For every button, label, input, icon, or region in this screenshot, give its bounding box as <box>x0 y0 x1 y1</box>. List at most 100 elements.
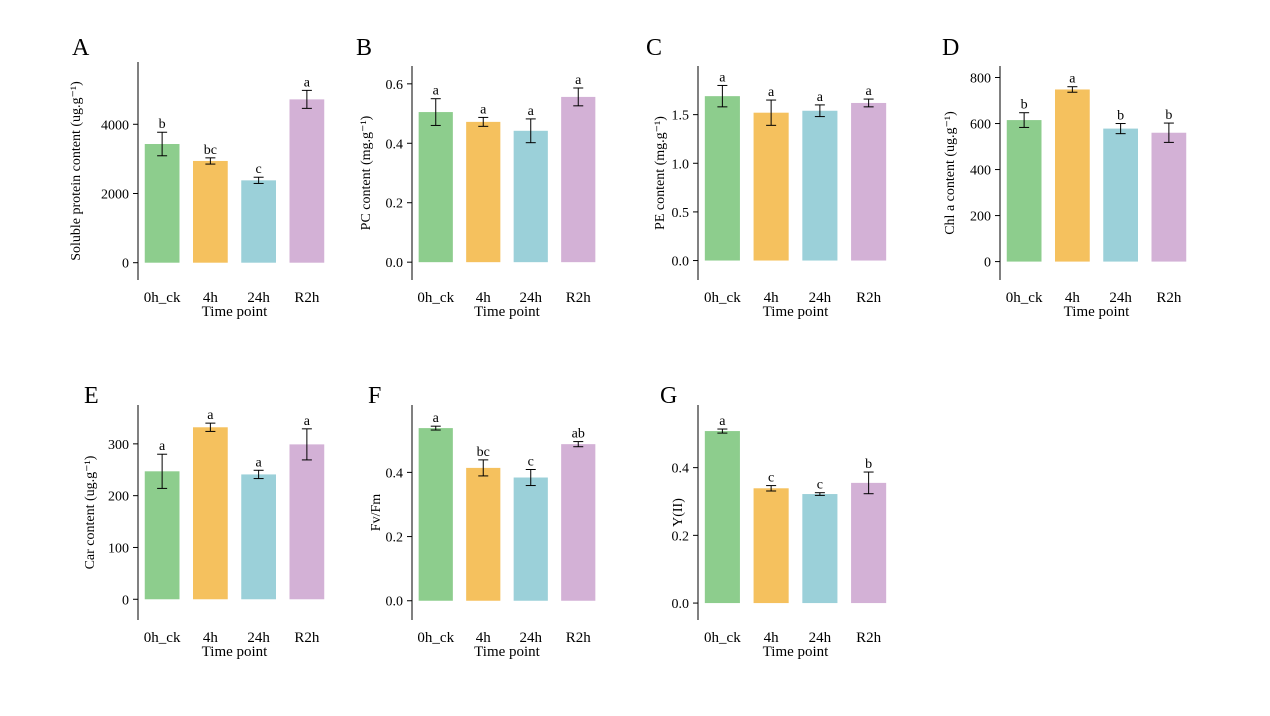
x-axis-title: Time point <box>202 644 269 660</box>
x-tick-label: 4h <box>476 290 492 306</box>
x-tick-label: 4h <box>764 290 780 306</box>
y-axis-title: Soluble protein content (ug.g⁻¹) <box>69 81 84 261</box>
significance-letter: a <box>719 70 726 85</box>
bar-4h <box>753 488 789 604</box>
x-tick-label: 0h_ck <box>144 630 181 646</box>
bar-4h <box>466 121 501 263</box>
bar-r2h <box>1151 132 1187 262</box>
panel-label: B <box>356 35 372 61</box>
significance-letter: c <box>768 471 774 486</box>
significance-letter: a <box>480 102 487 117</box>
y-tick-label: 1.0 <box>672 157 690 172</box>
bar-0h-ck <box>704 431 740 604</box>
x-tick-label: 24h <box>809 290 832 306</box>
y-tick-label: 0.2 <box>672 529 690 544</box>
significance-letter: a <box>433 84 440 99</box>
significance-letter: a <box>1069 72 1076 87</box>
y-tick-label: 100 <box>108 541 129 556</box>
bar-0h-ck <box>144 471 180 600</box>
significance-letter: a <box>817 90 824 105</box>
x-axis-title: Time point <box>202 304 269 320</box>
x-tick-label: 0h_ck <box>417 630 454 646</box>
significance-letter: b <box>159 117 166 132</box>
x-tick-label: 24h <box>809 630 832 646</box>
y-tick-label: 0.5 <box>672 206 690 221</box>
x-tick-label: 4h <box>764 630 780 646</box>
x-tick-label: 4h <box>203 290 219 306</box>
y-tick-label: 1.5 <box>672 109 690 124</box>
significance-letter: bc <box>204 143 217 158</box>
significance-letter: a <box>207 408 214 423</box>
x-tick-label: 24h <box>247 630 270 646</box>
bar-24h <box>802 110 838 261</box>
panel-label: G <box>660 383 677 409</box>
bar-24h <box>241 180 276 263</box>
x-tick-label: 0h_ck <box>704 290 741 306</box>
bar-24h <box>513 130 548 263</box>
x-tick-label: 24h <box>247 290 270 306</box>
significance-letter: a <box>256 455 263 470</box>
x-axis-title: Time point <box>763 304 830 320</box>
significance-letter: c <box>256 162 262 177</box>
panel-label: F <box>368 383 381 409</box>
bar-4h <box>466 467 501 601</box>
panel-label: D <box>942 35 959 61</box>
chart-panel-a: A 0 2000 4000 Soluble protein content (ug.g⁻… <box>69 35 325 320</box>
y-tick-label: 0.4 <box>386 137 404 152</box>
x-tick-label: R2h <box>566 630 592 646</box>
x-tick-label: R2h <box>566 290 592 306</box>
bar-24h <box>1103 128 1138 262</box>
y-tick-label: 200 <box>970 210 991 225</box>
y-tick-label: 0.2 <box>386 197 404 212</box>
bar-24h <box>802 494 838 604</box>
x-tick-label: R2h <box>856 630 882 646</box>
x-axis-title: Time point <box>474 304 541 320</box>
x-axis-title: Time point <box>1064 304 1131 320</box>
chart-panel-b: B 0.0 0.2 0.4 0.6 PC content (mg.g⁻¹) a 0h_ck a 4… <box>356 35 596 320</box>
significance-letter: a <box>433 411 440 426</box>
significance-letter: a <box>304 414 311 429</box>
chart-panel-g: G 0.0 0.2 0.4 Y(II) a 0h_ck c 4h c 24h b R2h Time poi… <box>660 383 887 660</box>
bar-r2h <box>561 96 596 263</box>
x-tick-label: 0h_ck <box>704 630 741 646</box>
y-tick-label: 0.0 <box>672 255 690 270</box>
x-tick-label: 24h <box>520 630 543 646</box>
x-tick-label: R2h <box>294 290 320 306</box>
x-tick-label: 4h <box>1065 290 1081 306</box>
y-tick-label: 0.0 <box>386 256 404 271</box>
significance-letter: a <box>159 439 166 454</box>
significance-letter: bc <box>477 445 490 460</box>
y-tick-label: 0 <box>122 257 129 272</box>
y-tick-label: 0.2 <box>386 531 404 546</box>
y-tick-label: 200 <box>108 490 129 505</box>
y-tick-label: 0.0 <box>386 595 404 610</box>
significance-letter: a <box>866 84 873 99</box>
bar-4h <box>193 160 228 263</box>
significance-letter: b <box>1021 98 1028 113</box>
y-tick-label: 0.4 <box>672 462 690 477</box>
significance-letter: c <box>528 455 534 470</box>
y-tick-label: 800 <box>970 72 991 87</box>
y-axis-title: Fv/Fm <box>369 494 384 531</box>
significance-letter: a <box>528 104 535 119</box>
bar-4h <box>1055 89 1090 262</box>
panel-label: E <box>84 383 99 409</box>
significance-letter: b <box>1117 109 1124 124</box>
chart-panel-f: F 0.0 0.2 0.4Fv/Fm a 0h_ck bc 4h c 24h ab R2h Time p… <box>368 383 596 660</box>
y-axis-title: PC content (mg.g⁻¹) <box>359 115 374 230</box>
significance-letter: c <box>817 478 823 493</box>
chart-panel-d: D 0 200 400 600 800 Chl a content (ug.g⁻¹) b 0h_… <box>942 35 1187 320</box>
significance-letter: a <box>304 75 311 90</box>
y-tick-label: 2000 <box>101 187 129 202</box>
y-tick-label: 300 <box>108 438 129 453</box>
bar-0h-ck <box>418 428 453 601</box>
bar-0h-ck <box>704 96 740 261</box>
bar-r2h <box>289 444 325 600</box>
x-axis-title: Time point <box>763 644 830 660</box>
y-tick-label: 0.4 <box>386 466 404 481</box>
significance-letter: b <box>865 457 872 472</box>
chart-panel-e: E 0 100 200 300 Car content (ug.g⁻¹) a 0h_ck a 4h… <box>83 383 325 660</box>
significance-letter: a <box>768 85 775 100</box>
x-tick-label: 0h_ck <box>417 290 454 306</box>
